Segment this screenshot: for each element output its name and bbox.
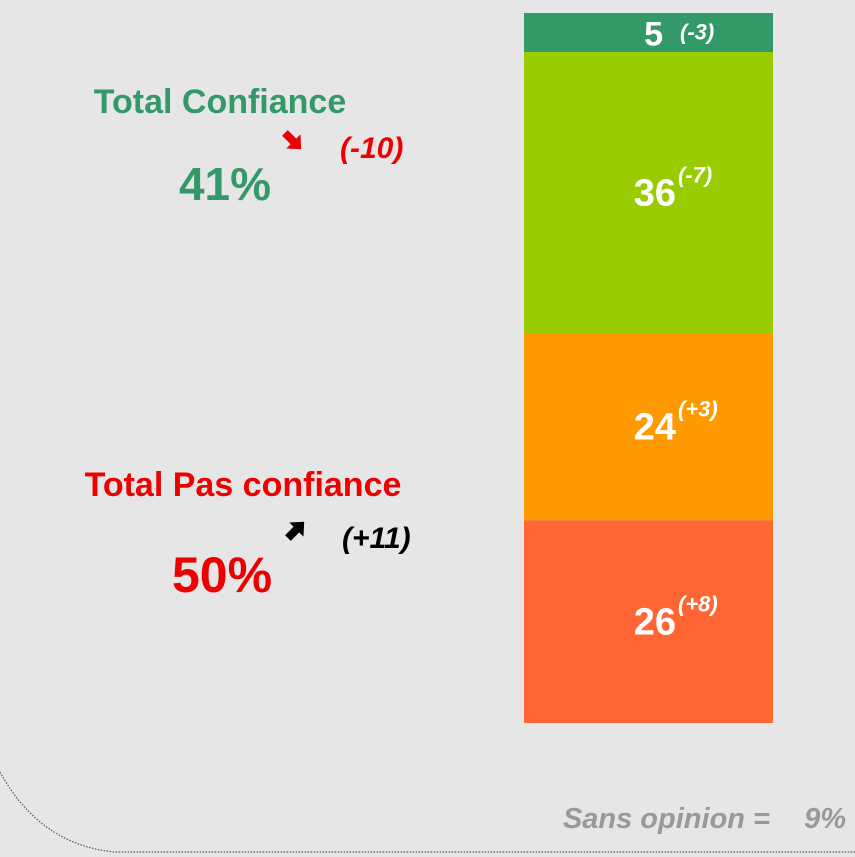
change-label: (-3) xyxy=(680,20,714,45)
total-label: Total Confiance xyxy=(94,83,347,121)
total-value: 50% xyxy=(172,547,272,603)
bar-segment xyxy=(524,332,773,521)
change-label: (+3) xyxy=(678,397,718,422)
bar-segment xyxy=(524,13,773,53)
decorative-curve xyxy=(0,771,855,853)
total-value: 41% xyxy=(179,158,271,210)
value-label: 36 xyxy=(634,172,676,214)
note-value: 9% xyxy=(804,803,846,835)
total-change: (+11) xyxy=(342,522,411,555)
trend-arrow xyxy=(282,130,302,150)
arrow-shape xyxy=(282,130,302,150)
change-label: (-7) xyxy=(678,162,712,187)
value-label: 24 xyxy=(634,407,676,449)
bar-segment xyxy=(524,52,773,333)
arrow-shape xyxy=(285,521,305,541)
total-change: (-10) xyxy=(340,132,403,165)
trend-arrow xyxy=(285,521,305,541)
value-label: 5 xyxy=(644,16,663,54)
note-label: Sans opinion = xyxy=(563,803,770,835)
value-label: 26 xyxy=(634,602,676,644)
change-label: (+8) xyxy=(678,592,718,617)
bar-segment xyxy=(524,520,773,723)
total-label: Total Pas confiance xyxy=(85,466,402,504)
